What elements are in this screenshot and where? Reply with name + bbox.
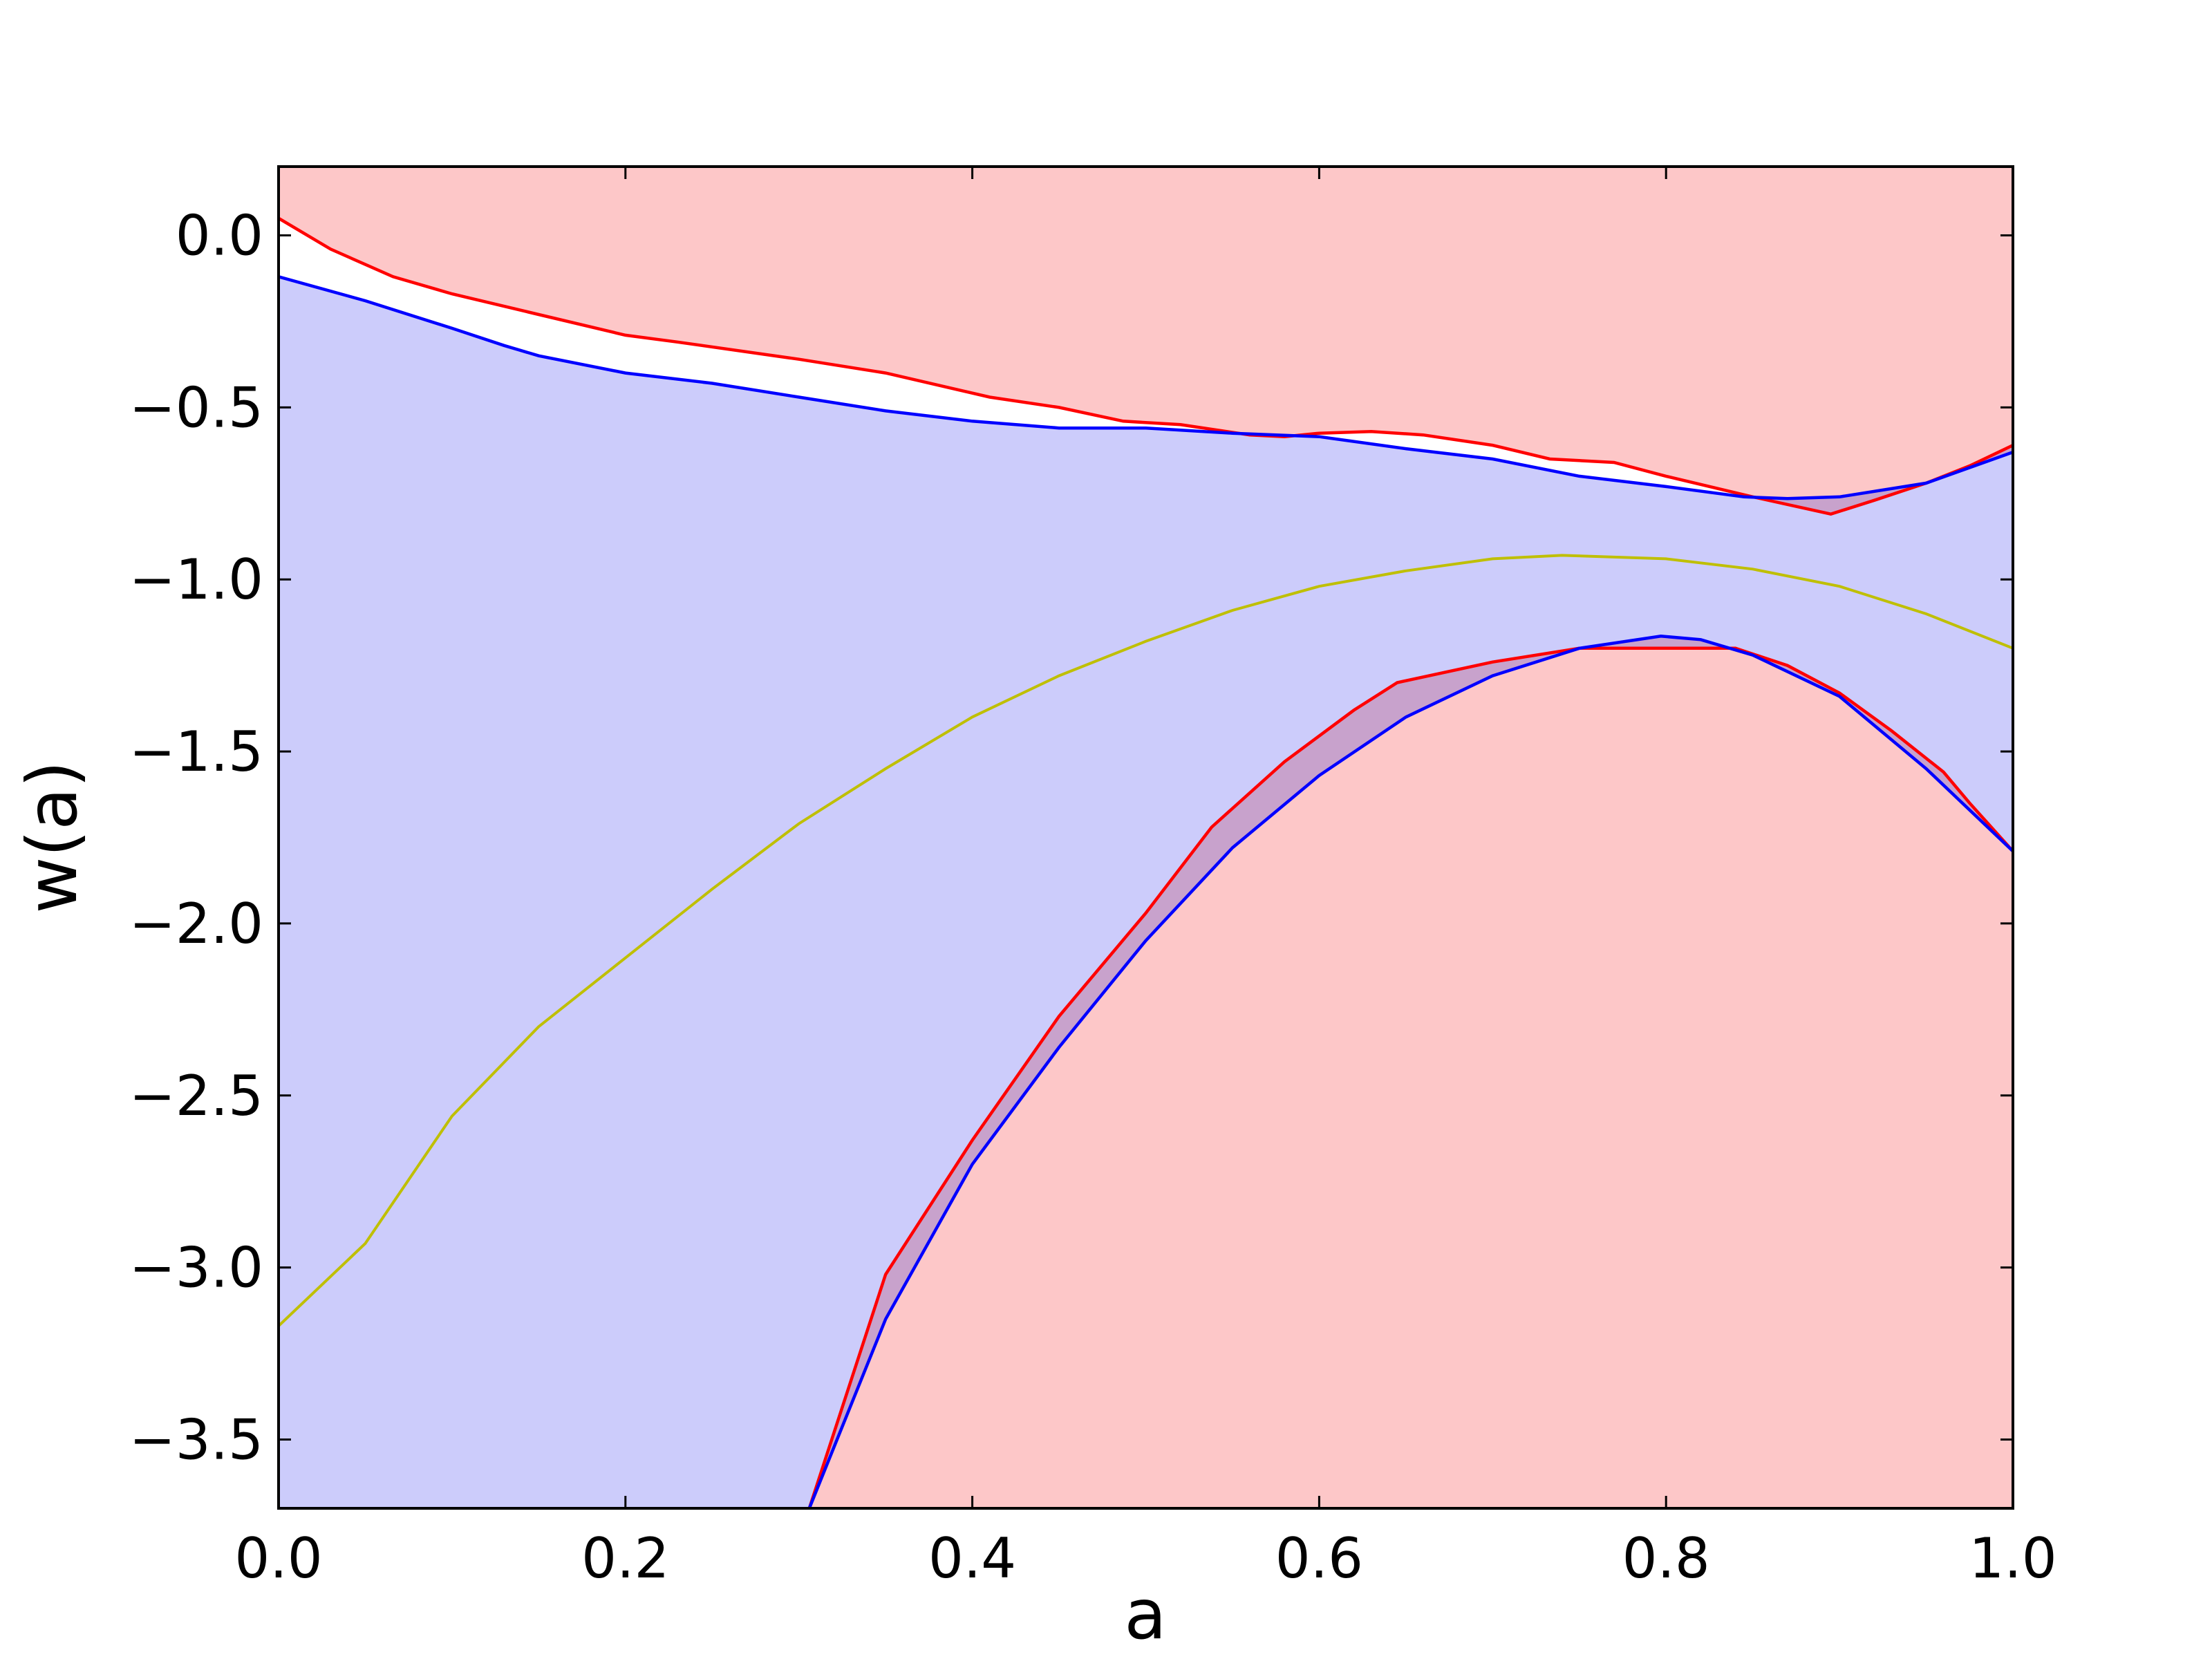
x-tick-label: 0.6 xyxy=(1275,1526,1363,1591)
y-tick-label: −2.5 xyxy=(129,1064,263,1128)
blue-lower-line xyxy=(807,635,2013,1508)
blue-upper-line xyxy=(279,275,2013,500)
yellow-series-line xyxy=(279,554,2013,1327)
x-tick-label: 0.2 xyxy=(581,1526,669,1591)
y-tick-label: 0.0 xyxy=(176,204,263,268)
red-lower-line xyxy=(807,646,2013,1508)
band-fills xyxy=(279,167,2013,1508)
x-tick-label: 1.0 xyxy=(1969,1526,2056,1591)
x-axis-label: a xyxy=(1124,1574,1166,1655)
red-fill-above xyxy=(279,167,2013,514)
red-fill-below xyxy=(279,648,2013,1508)
y-tick-labels: 0.0 −0.5 −1.0 −1.5 −2.0 −2.5 −3.0 −3.5 xyxy=(129,204,263,1472)
x-tick-label: 0.8 xyxy=(1622,1526,1710,1591)
y-tick-label: −3.5 xyxy=(129,1407,263,1472)
y-tick-label: −0.5 xyxy=(129,375,263,440)
y-tick-label: −1.5 xyxy=(129,720,263,784)
x-tick-label: 0.0 xyxy=(234,1526,322,1591)
plot-frame xyxy=(277,165,2014,1510)
y-axis-label: w(a) xyxy=(12,760,93,913)
y-tick-label: −3.0 xyxy=(129,1236,263,1300)
x-tick-label: 0.4 xyxy=(928,1526,1016,1591)
band-lines xyxy=(279,216,2013,1508)
x-tick-labels: 0.0 0.2 0.4 0.6 0.8 1.0 xyxy=(234,1526,2056,1591)
y-tick-label: −1.0 xyxy=(129,547,263,612)
blue-fill-band xyxy=(279,276,2013,1508)
y-tick-label: −2.0 xyxy=(129,892,263,956)
